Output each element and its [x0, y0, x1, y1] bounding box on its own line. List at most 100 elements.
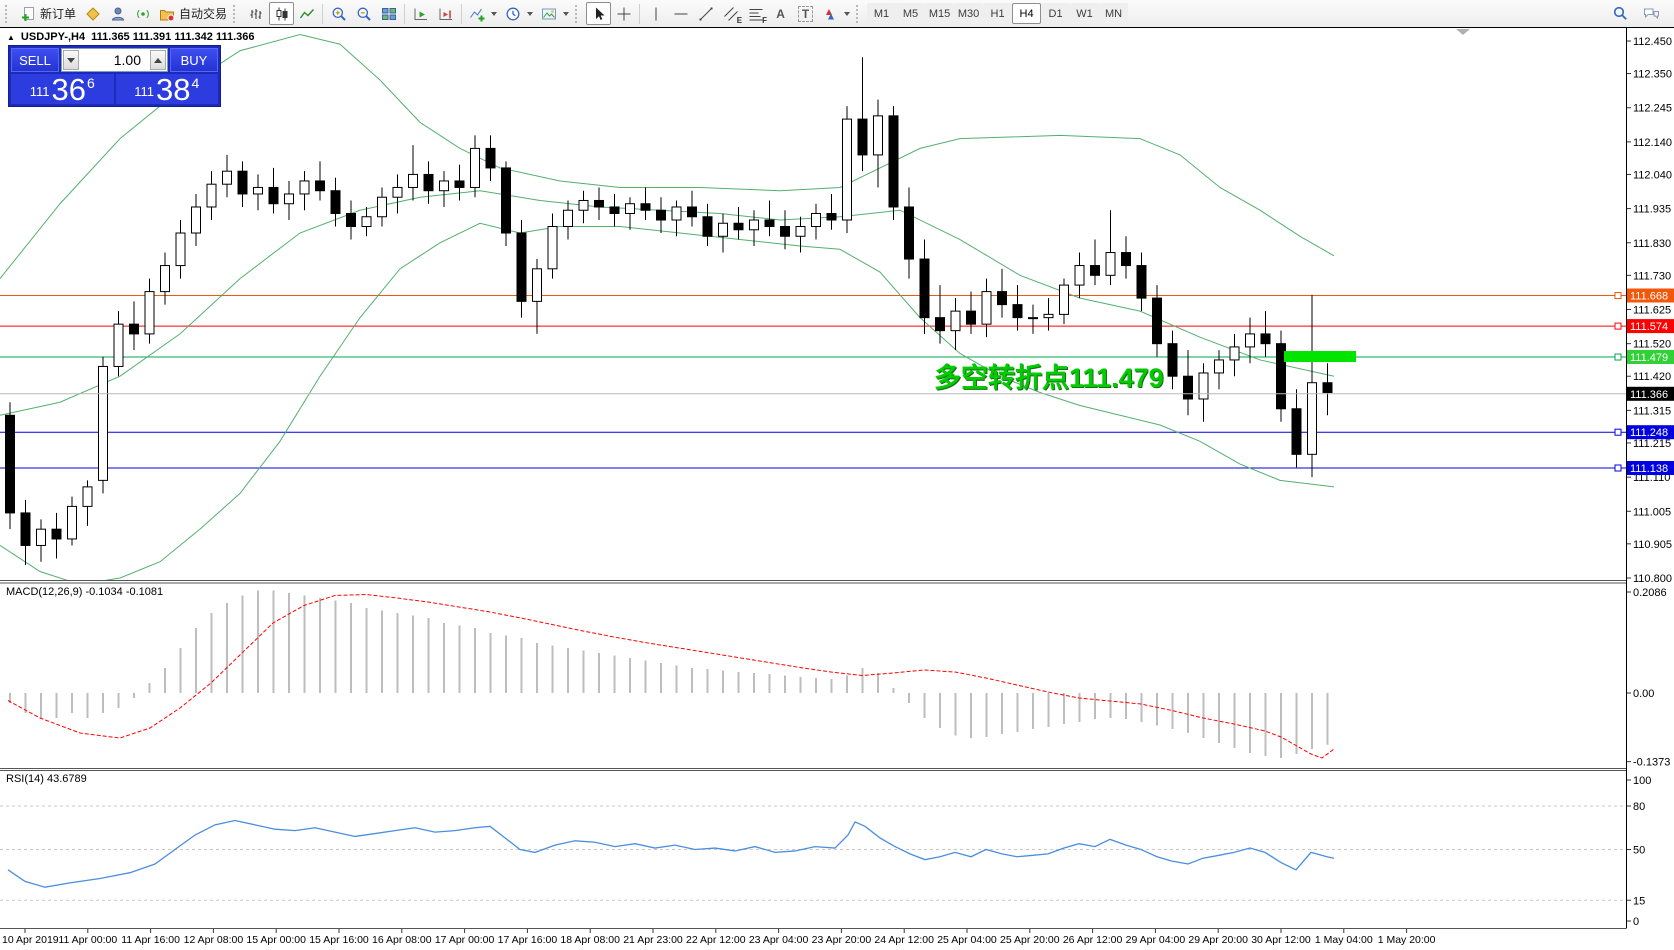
- templates-button[interactable]: [537, 2, 573, 25]
- scroll-to-end-marker[interactable]: [1456, 29, 1470, 35]
- zoom-in-button[interactable]: [326, 2, 351, 25]
- zoom-out-button[interactable]: [351, 2, 376, 25]
- fibonacci-button[interactable]: F: [743, 2, 768, 25]
- timeframe-D1[interactable]: D1: [1041, 3, 1071, 24]
- svg-text:29 Apr 04:00: 29 Apr 04:00: [1126, 934, 1186, 946]
- hline-handle[interactable]: [1614, 322, 1622, 330]
- svg-text:10 Apr 2019: 10 Apr 2019: [2, 934, 59, 946]
- arrows-icon: [822, 6, 838, 22]
- line-chart-icon: [299, 6, 315, 22]
- svg-text:112.350: 112.350: [1633, 69, 1672, 81]
- indicators-button[interactable]: [465, 2, 501, 25]
- hline-handle[interactable]: [1614, 428, 1622, 436]
- buy-price-display[interactable]: 111 38 4: [115, 74, 218, 105]
- vertical-line-icon: [648, 6, 664, 22]
- svg-text:100: 100: [1633, 775, 1651, 787]
- toolbar-separator: [322, 3, 324, 24]
- line-chart-button[interactable]: [294, 2, 319, 25]
- text-button[interactable]: A: [768, 2, 793, 25]
- text-label-button[interactable]: T: [793, 2, 818, 25]
- annotation-text[interactable]: 多空转折点111.479: [934, 363, 1164, 393]
- price-tag: [1627, 350, 1674, 365]
- volume-decrease-button[interactable]: [63, 50, 79, 70]
- auto-scroll-button[interactable]: [408, 2, 433, 25]
- trendline-button[interactable]: [693, 2, 718, 25]
- svg-text:111.005: 111.005: [1633, 506, 1671, 518]
- tile-windows-button[interactable]: [376, 2, 401, 25]
- svg-text:111.730: 111.730: [1633, 270, 1671, 282]
- svg-text:1 May 20:00: 1 May 20:00: [1378, 934, 1436, 946]
- timeframe-MN[interactable]: MN: [1099, 3, 1129, 24]
- svg-text:11 Apr 00:00: 11 Apr 00:00: [58, 934, 117, 946]
- dropdown-arrow-icon: [491, 11, 498, 16]
- fibonacci-letter: F: [762, 16, 768, 25]
- vertical-line-button[interactable]: [643, 2, 668, 25]
- svg-text:112.245: 112.245: [1633, 103, 1672, 115]
- autotrade-button[interactable]: 自动交易: [155, 2, 231, 25]
- timeframe-M15[interactable]: M15: [925, 3, 955, 24]
- new-order-button[interactable]: 新订单: [16, 2, 80, 25]
- gold-button[interactable]: [80, 2, 105, 25]
- arrows-button[interactable]: [818, 2, 854, 25]
- dropdown-arrow-icon: [844, 11, 851, 16]
- svg-text:21 Apr 23:00: 21 Apr 23:00: [623, 934, 683, 946]
- cursor-button[interactable]: [586, 2, 612, 25]
- svg-text:17 Apr 00:00: 17 Apr 00:00: [435, 934, 495, 946]
- volume-value[interactable]: 1.00: [113, 52, 141, 68]
- dropdown-arrow-icon: [563, 11, 570, 16]
- candlestick-chart-icon: [274, 6, 290, 22]
- signal-button[interactable]: [130, 2, 155, 25]
- hline-handle[interactable]: [1614, 353, 1622, 361]
- timeframe-H1[interactable]: H1: [983, 3, 1013, 24]
- price-tag: [1627, 288, 1674, 303]
- timeframe-W1[interactable]: W1: [1070, 3, 1100, 24]
- chat-button[interactable]: [1639, 2, 1665, 25]
- sell-button[interactable]: SELL: [11, 48, 59, 72]
- chart-shift-button[interactable]: [433, 2, 458, 25]
- search-icon: [1612, 5, 1629, 22]
- trendline-icon: [698, 6, 714, 22]
- svg-text:24 Apr 12:00: 24 Apr 12:00: [874, 934, 934, 946]
- svg-text:25 Apr 04:00: 25 Apr 04:00: [937, 934, 997, 946]
- clock-icon: [505, 6, 521, 22]
- triangle-up-icon: [154, 57, 162, 63]
- cursor-icon: [591, 6, 607, 22]
- bar-chart-button[interactable]: [244, 2, 269, 25]
- svg-text:111.315: 111.315: [1633, 405, 1671, 417]
- candlestick-chart-button[interactable]: [269, 2, 295, 25]
- ohlc-values: 111.365 111.391 111.342 111.366: [91, 31, 255, 43]
- svg-text:23 Apr 20:00: 23 Apr 20:00: [812, 934, 872, 946]
- hline-handle[interactable]: [1614, 292, 1622, 300]
- svg-text:26 Apr 12:00: 26 Apr 12:00: [1063, 934, 1123, 946]
- buy-button[interactable]: BUY: [170, 48, 218, 72]
- channel-button[interactable]: E: [718, 2, 743, 25]
- horizontal-line-button[interactable]: [668, 2, 693, 25]
- toolbar-grip: [856, 4, 863, 23]
- hline-handle[interactable]: [1614, 464, 1622, 472]
- bollinger-upper: [0, 33, 1335, 279]
- horizontal-lines[interactable]: [0, 292, 1626, 472]
- svg-text:111.520: 111.520: [1633, 339, 1671, 351]
- main-pane: [0, 33, 1626, 580]
- periods-button[interactable]: [501, 2, 537, 25]
- sell-price-display[interactable]: 111 36 6: [11, 74, 114, 105]
- svg-text:111.215: 111.215: [1633, 438, 1671, 450]
- highlight-bar[interactable]: [1284, 351, 1356, 363]
- timeframe-H4[interactable]: H4: [1012, 3, 1042, 24]
- search-button[interactable]: [1608, 2, 1633, 25]
- timeframe-M1[interactable]: M1: [867, 3, 897, 24]
- volume-increase-button[interactable]: [150, 50, 166, 70]
- svg-text:16 Apr 08:00: 16 Apr 08:00: [372, 934, 432, 946]
- crosshair-button[interactable]: [611, 2, 636, 25]
- profile-button[interactable]: [105, 2, 130, 25]
- one-click-trading-panel: SELL 1.00 BUY 111 36 6 111 38 4: [8, 45, 221, 107]
- rsi-pane: [0, 805, 1626, 901]
- new-order-icon: [20, 6, 36, 22]
- svg-text:18 Apr 08:00: 18 Apr 08:00: [560, 934, 620, 946]
- direction-marker-icon: ▲: [7, 32, 15, 42]
- bollinger-bands: [0, 33, 1335, 580]
- timeframe-M5[interactable]: M5: [896, 3, 926, 24]
- timeframe-M30[interactable]: M30: [954, 3, 984, 24]
- svg-text:0: 0: [1633, 916, 1639, 928]
- toolbar-separator: [461, 3, 463, 24]
